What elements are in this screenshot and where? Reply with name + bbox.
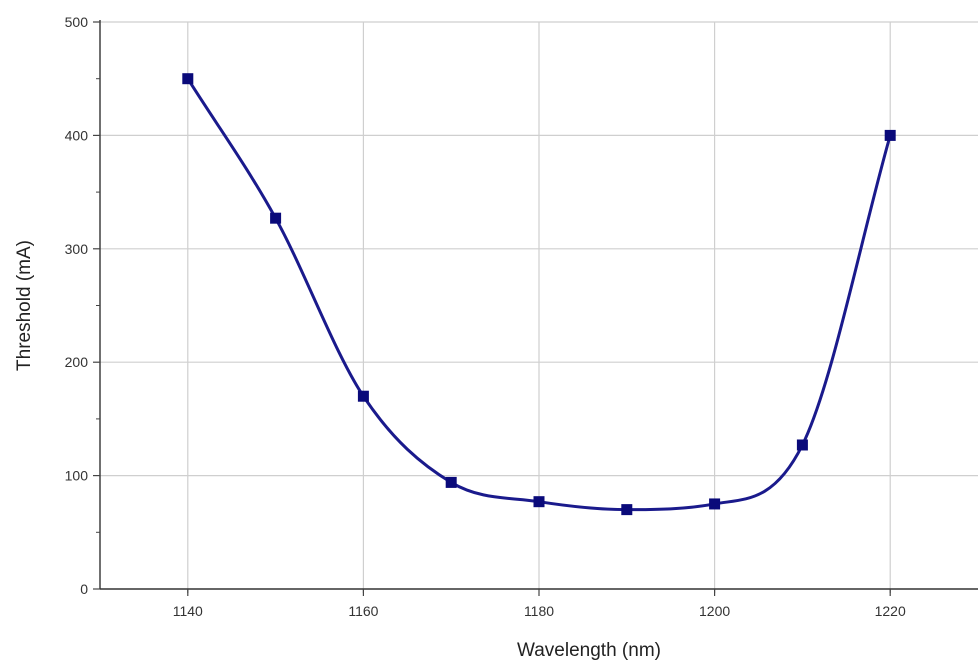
y-tick-label: 100 (65, 468, 89, 484)
x-tick-label: 1180 (524, 603, 554, 619)
x-tick-label: 1220 (875, 603, 906, 619)
y-ticks: 0 100 200 300 400 500 (65, 14, 100, 597)
y-tick-label: 0 (80, 581, 88, 597)
x-tick-label: 1160 (348, 603, 378, 619)
grid-lines (100, 21, 978, 589)
y-tick-label: 500 (65, 14, 89, 30)
y-tick-label: 200 (65, 354, 89, 370)
x-tick-label: 1140 (173, 603, 203, 619)
y-tick-label: 300 (65, 241, 89, 257)
data-point (709, 498, 721, 510)
data-point (796, 439, 808, 451)
y-tick-label: 400 (65, 127, 89, 143)
data-markers (182, 73, 896, 516)
data-point (357, 390, 369, 402)
data-point (270, 212, 282, 224)
data-point (182, 73, 194, 85)
data-point (621, 504, 633, 516)
data-point (445, 476, 457, 488)
data-point (533, 496, 545, 508)
data-point (884, 129, 896, 141)
x-ticks: 1140 1160 1180 1200 1220 (173, 589, 906, 619)
x-axis-label: Wavelength (nm) (517, 640, 661, 661)
x-tick-label: 1200 (699, 603, 730, 619)
y-axis-label: Threshold (mA) (14, 240, 35, 371)
